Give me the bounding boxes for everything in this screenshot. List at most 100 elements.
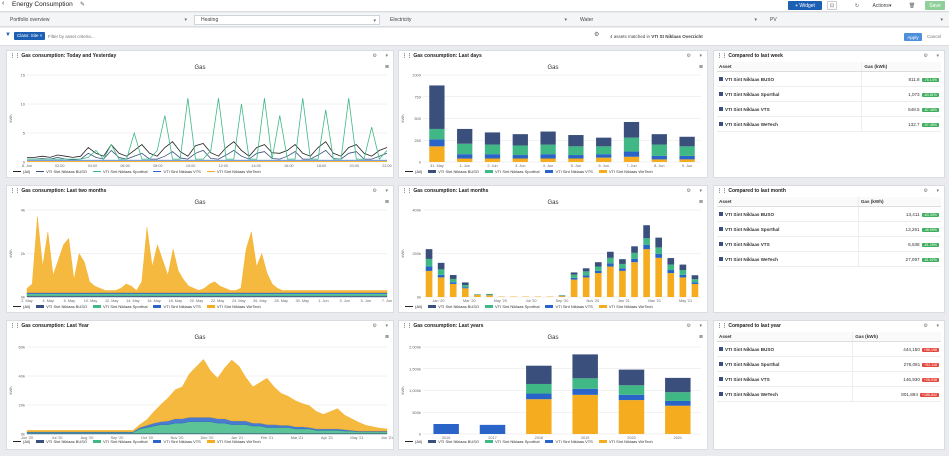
table-row[interactable]: VTI Sint Niklaas VTS 146,930 +26,938 <box>717 371 941 387</box>
actions-button[interactable]: Actions ▾ <box>867 1 897 10</box>
legend-item[interactable]: VTI Sint Niklaas VTS <box>545 304 593 309</box>
settings-icon[interactable]: ⚙ <box>372 188 377 194</box>
chevron-down-icon[interactable]: ▾ <box>936 323 939 329</box>
widget-title-text: Compared to last month <box>728 188 786 194</box>
legend-item[interactable]: VTI Sint Niklaas VTS <box>153 169 201 174</box>
table-row[interactable]: VTI Sint Niklaas WeTech 27,097 -81.92% <box>717 251 941 267</box>
hamburger-menu-icon[interactable]: ≡ <box>384 199 389 206</box>
column-header-asset[interactable]: Asset <box>717 197 859 207</box>
add-widget-button[interactable]: + Widget <box>788 1 822 10</box>
filter-input[interactable] <box>48 32 348 41</box>
save-button[interactable]: Save <box>925 1 945 10</box>
legend-item[interactable]: VTI Sint Niklaas BUSO <box>36 439 87 444</box>
legend-item[interactable]: (All) <box>13 169 30 174</box>
hamburger-menu-icon[interactable]: ≡ <box>384 64 389 71</box>
tab-electricity[interactable]: Electricity ▾ <box>384 15 570 25</box>
legend-item[interactable]: VTI Sint Niklaas BUSO <box>428 169 479 174</box>
legend-swatch <box>428 440 437 443</box>
table-row[interactable]: VTI Sint Niklaas VTS 6,538 -81.29% <box>717 236 941 252</box>
cancel-button[interactable]: Cancel <box>927 34 942 39</box>
hamburger-menu-icon[interactable]: ≡ <box>698 199 703 206</box>
legend-item[interactable]: VTI Sint Niklaas Sporthal <box>485 169 539 174</box>
table-row[interactable]: VTI Sint Niklaas VTS 548.5 -87.38% <box>717 101 941 117</box>
legend-item[interactable]: VTI Sint Niklaas WeTech <box>598 169 653 174</box>
table-row[interactable]: VTI Sint Niklaas BUSO 13,411 -63.39% <box>717 206 941 222</box>
hamburger-menu-icon[interactable]: ≡ <box>698 334 703 341</box>
delete-button[interactable]: 🗑 <box>908 2 916 9</box>
tab-portfolio-overview[interactable]: Portfolio overview ▾ <box>4 15 190 25</box>
table-row[interactable]: VTI Sint Niklaas WeTech 801,894 +188,842 <box>717 386 941 402</box>
back-icon[interactable]: ‹ <box>2 0 5 7</box>
legend-item[interactable]: VTI Sint Niklaas WeTech <box>598 439 653 444</box>
legend-label: (All) <box>415 169 423 174</box>
column-header-asset[interactable]: Asset <box>717 332 853 342</box>
tab-pv[interactable]: PV ▾ <box>764 15 946 25</box>
bar-segment <box>643 238 650 245</box>
apply-button[interactable]: Apply <box>904 33 922 41</box>
legend-swatch <box>36 440 45 443</box>
settings-icon[interactable]: ⚙ <box>923 53 928 59</box>
chevron-down-icon[interactable]: ▾ <box>385 53 388 59</box>
chevron-down-icon[interactable]: ▾ <box>699 188 702 194</box>
fullscreen-button[interactable]: ⊡ <box>827 1 837 10</box>
table-row[interactable]: VTI Sint Niklaas BUSO 811.8 -76.14% <box>717 71 941 87</box>
legend-item[interactable]: VTI Sint Niklaas BUSO <box>428 304 479 309</box>
bar-segment <box>651 159 667 162</box>
legend-item[interactable]: VTI Sint Niklaas Sporthal <box>93 169 147 174</box>
filter-chip[interactable]: Class: Site × <box>14 32 46 40</box>
settings-icon[interactable]: ⚙ <box>686 188 691 194</box>
legend-item[interactable]: VTI Sint Niklaas WeTech <box>206 169 261 174</box>
legend-item[interactable]: VTI Sint Niklaas Sporthal <box>485 439 539 444</box>
hamburger-menu-icon[interactable]: ≡ <box>384 334 389 341</box>
column-header-value[interactable]: Gas (kWh) <box>861 62 941 72</box>
refresh-button[interactable]: ↻ <box>854 2 860 9</box>
table-row[interactable]: VTI Sint Niklaas Sporthal 276,081 +52,118 <box>717 356 941 372</box>
settings-icon[interactable]: ⚙ <box>372 323 377 329</box>
chevron-down-icon[interactable]: ▾ <box>385 188 388 194</box>
legend-item[interactable]: VTI Sint Niklaas WeTech <box>598 304 653 309</box>
settings-icon[interactable]: ⚙ <box>372 53 377 59</box>
legend-item[interactable]: VTI Sint Niklaas BUSO <box>36 169 87 174</box>
settings-icon[interactable]: ⚙ <box>923 188 928 194</box>
legend-item[interactable]: (All) <box>405 439 422 444</box>
table-row[interactable]: VTI Sint Niklaas BUSO 444,150 +56,198 <box>717 341 941 357</box>
legend-item[interactable]: VTI Sint Niklaas Sporthal <box>485 304 539 309</box>
edit-pencil-icon[interactable]: ✎ <box>80 2 86 8</box>
table-row[interactable]: VTI Sint Niklaas Sporthal 1,073 -83.81% <box>717 86 941 102</box>
legend-item[interactable]: VTI Sint Niklaas WeTech <box>206 439 261 444</box>
legend-item[interactable]: (All) <box>405 304 422 309</box>
column-header-value[interactable]: Gas (kWh) <box>857 197 941 207</box>
gear-icon[interactable]: ⚙ <box>594 32 600 38</box>
legend-item[interactable]: VTI Sint Niklaas BUSO <box>428 439 479 444</box>
tab-heating[interactable]: Heating ▾ <box>194 15 380 25</box>
column-header-value[interactable]: Gas (kWh) <box>852 332 941 342</box>
legend-item[interactable]: (All) <box>13 439 30 444</box>
legend-item[interactable]: VTI Sint Niklaas WeTech <box>206 304 261 309</box>
legend-item[interactable]: VTI Sint Niklaas Sporthal <box>93 439 147 444</box>
table-row[interactable]: VTI Sint Niklaas WeTech 132.7 -97.48% <box>717 116 941 132</box>
legend-item[interactable]: (All) <box>13 304 30 309</box>
legend-item[interactable]: VTI Sint Niklaas VTS <box>153 439 201 444</box>
chevron-down-icon[interactable]: ▾ <box>385 323 388 329</box>
tab-water[interactable]: Water ▾ <box>574 15 760 25</box>
settings-icon[interactable]: ⚙ <box>686 323 691 329</box>
widget-lastmonths: ⋮⋮ Gas consumption: Last months ⚙ ▾ Gas … <box>398 185 708 313</box>
x-tick-label: 2016 <box>442 436 450 440</box>
legend-item[interactable]: VTI Sint Niklaas VTS <box>545 169 593 174</box>
settings-icon[interactable]: ⚙ <box>686 53 691 59</box>
legend-item[interactable]: VTI Sint Niklaas BUSO <box>36 304 87 309</box>
hamburger-menu-icon[interactable]: ≡ <box>698 64 703 71</box>
legend-label: VTI Sint Niklaas BUSO <box>46 169 88 174</box>
legend-item[interactable]: VTI Sint Niklaas VTS <box>153 304 201 309</box>
legend-item[interactable]: VTI Sint Niklaas VTS <box>545 439 593 444</box>
chevron-down-icon[interactable]: ▾ <box>936 53 939 59</box>
table-row[interactable]: VTI Sint Niklaas Sporthal 13,261 -46.99% <box>717 221 941 237</box>
legend-item[interactable]: (All) <box>405 169 422 174</box>
close-icon[interactable]: × <box>39 33 43 38</box>
chevron-down-icon[interactable]: ▾ <box>699 323 702 329</box>
chevron-down-icon[interactable]: ▾ <box>699 53 702 59</box>
column-header-asset[interactable]: Asset <box>717 62 862 72</box>
settings-icon[interactable]: ⚙ <box>923 323 928 329</box>
chevron-down-icon[interactable]: ▾ <box>936 188 939 194</box>
legend-item[interactable]: VTI Sint Niklaas Sporthal <box>93 304 147 309</box>
